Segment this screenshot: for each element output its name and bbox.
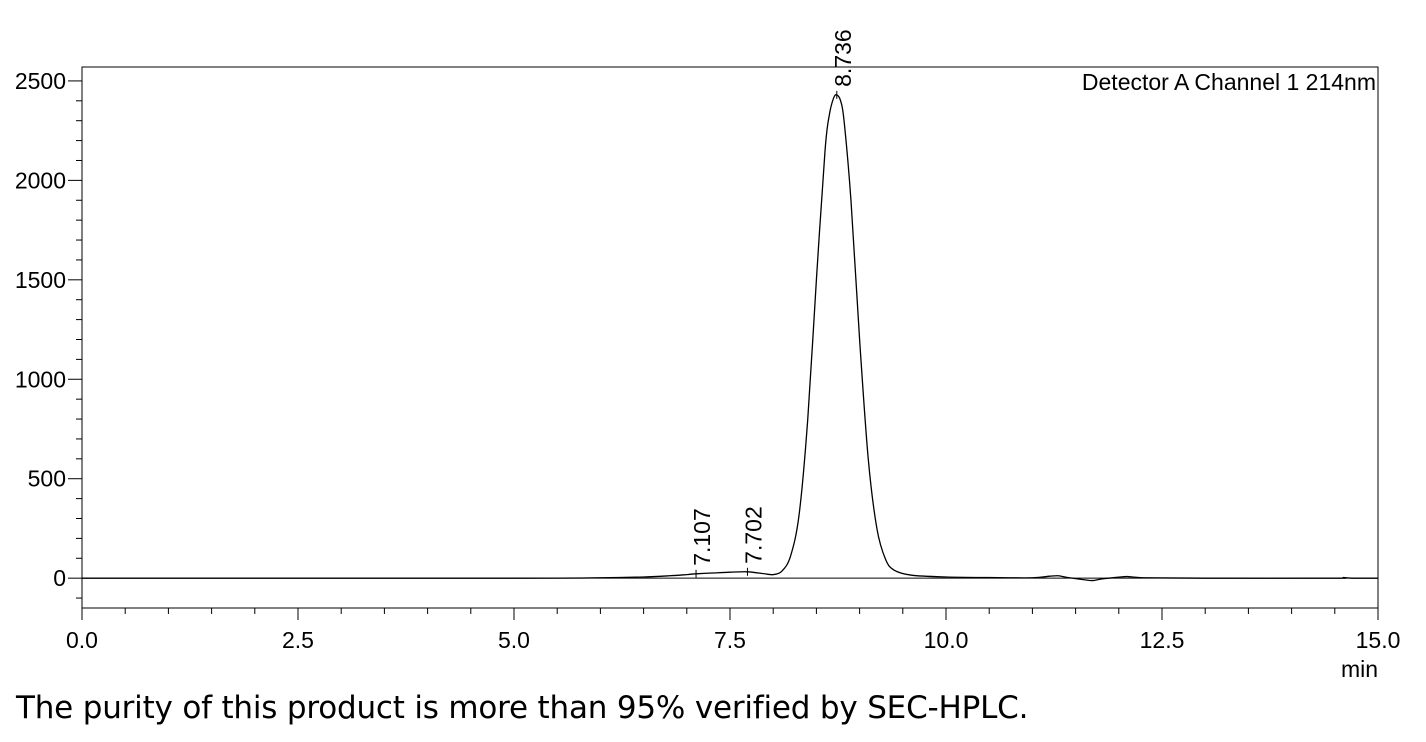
chromatogram-svg: 0 500 1000 1500 2000 2500 0.0 2.5 5.0 7.5 10.0 12.5… [15,29,1401,682]
chromatogram-trace [81,94,1379,582]
x-tick-label: 10.0 [924,627,969,653]
purity-caption: The purity of this product is more than … [16,690,1029,726]
peak-retention-label: 7.107 [689,508,715,566]
y-tick-label: 1000 [15,366,66,392]
axes-layer: 0 500 1000 1500 2000 2500 0.0 2.5 5.0 7.5 10.0 12.5… [15,68,1401,653]
x-tick-label: 0.0 [66,627,98,653]
y-tick-label: 1500 [15,267,66,293]
series-layer [81,94,1379,582]
x-tick-label: 2.5 [282,627,314,653]
y-tick-label: 500 [28,466,66,492]
x-axis-unit-label: min [1341,656,1378,682]
peak-retention-label: 8.736 [830,29,856,87]
y-tick-label: 2000 [15,167,66,193]
y-tick-label: 0 [53,565,66,591]
x-tick-label: 7.5 [714,627,746,653]
peak-retention-label: 7.702 [740,506,766,564]
plot-frame [81,66,1379,609]
detector-label: Detector A Channel 1 214nm [1082,69,1376,95]
x-tick-label: 5.0 [498,627,530,653]
peak-label-layer: 7.107 7.702 8.736 [689,29,856,578]
x-tick-label: 12.5 [1140,627,1185,653]
x-tick-label: 15.0 [1356,627,1401,653]
y-tick-label: 2500 [15,68,66,94]
